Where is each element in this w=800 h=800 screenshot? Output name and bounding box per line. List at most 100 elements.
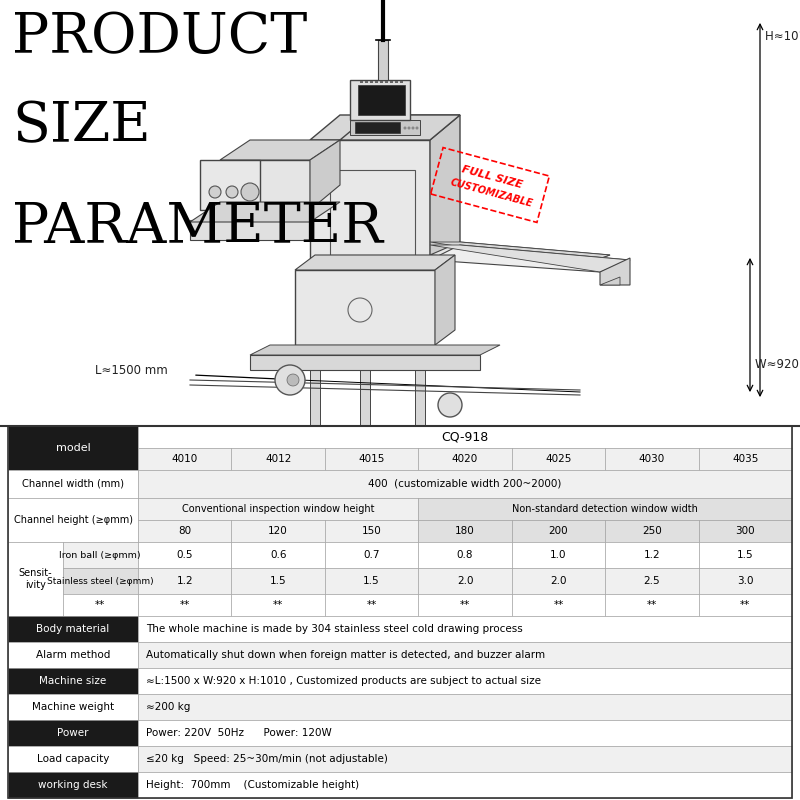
Text: SIZE: SIZE bbox=[12, 100, 150, 154]
Bar bbox=[418, 448, 512, 470]
Bar bbox=[8, 498, 138, 542]
Bar bbox=[512, 520, 605, 542]
Circle shape bbox=[241, 183, 259, 201]
Text: Power: Power bbox=[58, 728, 89, 738]
Text: Non-standard detection window width: Non-standard detection window width bbox=[512, 504, 698, 514]
Text: **: ** bbox=[179, 600, 190, 610]
Bar bbox=[231, 448, 325, 470]
Bar bbox=[380, 81, 383, 83]
Text: 4035: 4035 bbox=[732, 454, 758, 464]
Polygon shape bbox=[200, 160, 260, 210]
Polygon shape bbox=[190, 202, 340, 222]
Bar bbox=[8, 772, 138, 798]
Polygon shape bbox=[310, 140, 430, 270]
Text: 0.7: 0.7 bbox=[363, 550, 380, 560]
Bar bbox=[62, 568, 138, 594]
Bar bbox=[8, 426, 138, 470]
Text: Height:  700mm    (Customizable height): Height: 700mm (Customizable height) bbox=[146, 780, 359, 790]
Polygon shape bbox=[295, 255, 455, 270]
Bar bbox=[138, 542, 231, 568]
Text: Channel height (≥φmm): Channel height (≥φmm) bbox=[14, 515, 133, 525]
Text: ≈L:1500 x W:920 x H:1010 , Customized products are subject to actual size: ≈L:1500 x W:920 x H:1010 , Customized pr… bbox=[146, 676, 541, 686]
Text: 2.0: 2.0 bbox=[457, 576, 474, 586]
Polygon shape bbox=[250, 345, 500, 355]
Bar bbox=[138, 448, 231, 470]
Text: FULL SIZE: FULL SIZE bbox=[461, 164, 523, 190]
Polygon shape bbox=[360, 345, 370, 435]
Circle shape bbox=[287, 374, 299, 386]
Text: 4020: 4020 bbox=[452, 454, 478, 464]
Text: Iron ball (≥φmm): Iron ball (≥φmm) bbox=[59, 550, 141, 559]
Polygon shape bbox=[430, 115, 460, 270]
Bar bbox=[325, 520, 418, 542]
Text: 0.6: 0.6 bbox=[270, 550, 286, 560]
Bar bbox=[512, 594, 605, 616]
Bar bbox=[385, 81, 388, 83]
Polygon shape bbox=[330, 170, 415, 255]
Text: Alarm method: Alarm method bbox=[36, 650, 110, 660]
Text: Load capacity: Load capacity bbox=[37, 754, 109, 764]
Bar bbox=[512, 542, 605, 568]
Circle shape bbox=[407, 126, 410, 130]
Circle shape bbox=[275, 365, 305, 395]
Bar bbox=[231, 520, 325, 542]
Text: 4012: 4012 bbox=[265, 454, 291, 464]
Text: ≈200 kg: ≈200 kg bbox=[146, 702, 190, 712]
Polygon shape bbox=[378, 40, 388, 80]
Bar bbox=[8, 426, 792, 798]
Bar bbox=[8, 694, 138, 720]
Text: 4010: 4010 bbox=[171, 454, 198, 464]
Bar bbox=[231, 594, 325, 616]
Text: 300: 300 bbox=[735, 526, 755, 536]
Bar bbox=[138, 594, 231, 616]
Text: PRODUCT: PRODUCT bbox=[12, 10, 307, 65]
Text: 250: 250 bbox=[642, 526, 662, 536]
Bar bbox=[325, 568, 418, 594]
Text: Machine size: Machine size bbox=[39, 676, 106, 686]
Bar bbox=[418, 542, 512, 568]
Polygon shape bbox=[350, 80, 410, 120]
Bar bbox=[0, 0, 800, 420]
Bar bbox=[138, 720, 792, 746]
Text: 2.0: 2.0 bbox=[550, 576, 566, 586]
Text: 1.5: 1.5 bbox=[363, 576, 380, 586]
Text: 3.0: 3.0 bbox=[737, 576, 754, 586]
Polygon shape bbox=[295, 270, 435, 345]
Text: Stainless steel (≥φmm): Stainless steel (≥φmm) bbox=[47, 577, 154, 586]
Text: 200: 200 bbox=[549, 526, 568, 536]
Text: 1.5: 1.5 bbox=[737, 550, 754, 560]
Text: **: ** bbox=[273, 600, 283, 610]
Bar bbox=[418, 568, 512, 594]
Text: **: ** bbox=[740, 600, 750, 610]
Text: CQ-918: CQ-918 bbox=[442, 430, 489, 443]
Circle shape bbox=[415, 126, 418, 130]
Bar bbox=[231, 568, 325, 594]
Bar bbox=[605, 594, 698, 616]
Text: 2.5: 2.5 bbox=[643, 576, 660, 586]
Bar bbox=[395, 81, 398, 83]
Polygon shape bbox=[358, 85, 405, 115]
Circle shape bbox=[226, 186, 238, 198]
Bar bbox=[8, 470, 138, 498]
Text: 4030: 4030 bbox=[638, 454, 665, 464]
Bar bbox=[138, 642, 792, 668]
Bar bbox=[138, 772, 792, 798]
Bar bbox=[8, 542, 62, 616]
Polygon shape bbox=[305, 440, 327, 447]
Text: Sensit-
ivity: Sensit- ivity bbox=[18, 568, 52, 590]
Bar bbox=[360, 81, 363, 83]
Text: 0.5: 0.5 bbox=[177, 550, 193, 560]
Bar bbox=[390, 81, 393, 83]
Text: CUSTOMIZABLE: CUSTOMIZABLE bbox=[450, 177, 534, 209]
Text: 1.2: 1.2 bbox=[643, 550, 660, 560]
Bar bbox=[138, 470, 792, 498]
Bar bbox=[138, 520, 231, 542]
Polygon shape bbox=[250, 355, 480, 370]
Polygon shape bbox=[435, 255, 455, 345]
Text: 4015: 4015 bbox=[358, 454, 385, 464]
Text: Power: 220V  50Hz      Power: 120W: Power: 220V 50Hz Power: 120W bbox=[146, 728, 331, 738]
Bar bbox=[698, 594, 792, 616]
Polygon shape bbox=[350, 120, 420, 135]
Polygon shape bbox=[310, 140, 340, 210]
Bar bbox=[370, 81, 373, 83]
